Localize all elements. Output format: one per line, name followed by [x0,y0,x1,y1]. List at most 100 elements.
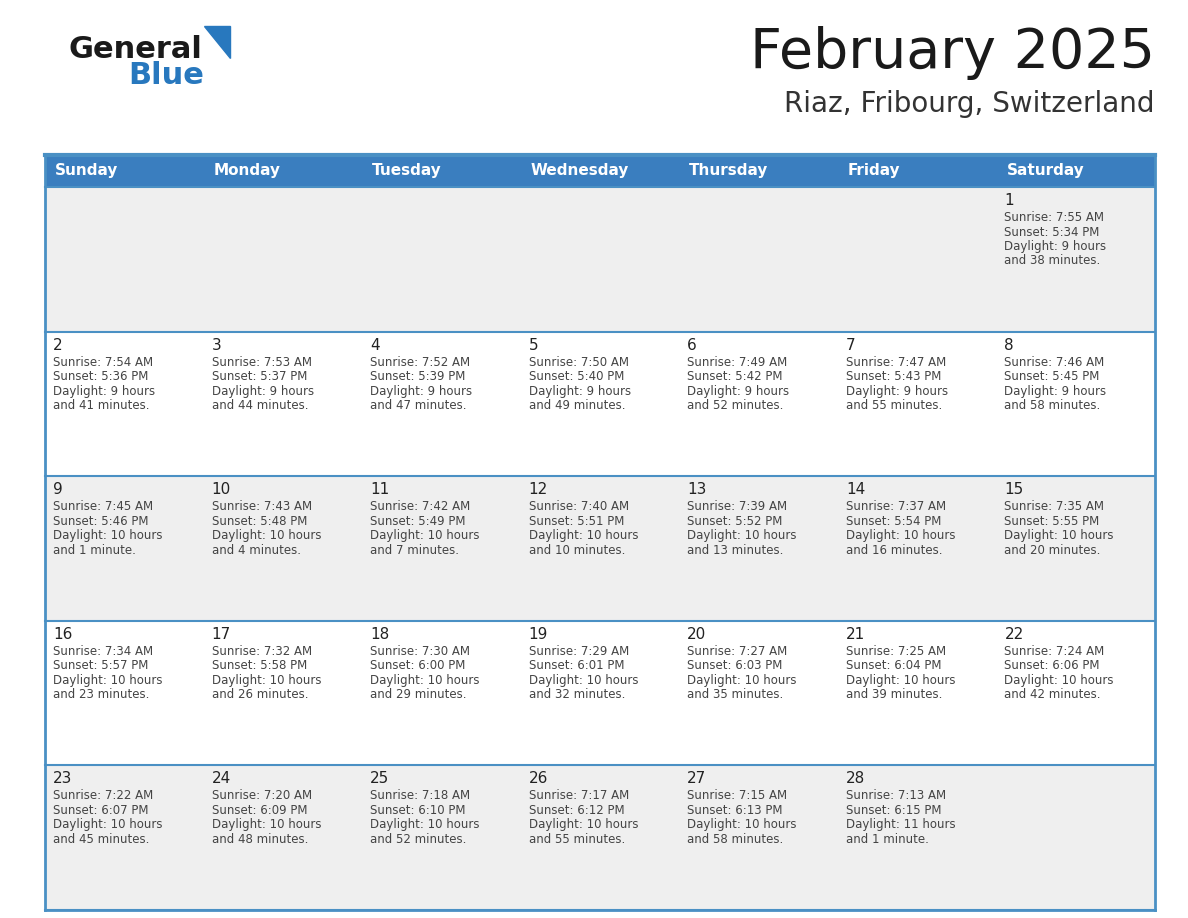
Text: Sunrise: 7:43 AM: Sunrise: 7:43 AM [211,500,311,513]
Text: and 44 minutes.: and 44 minutes. [211,399,308,412]
Bar [997,476,1155,621]
Text: Daylight: 10 hours: Daylight: 10 hours [53,674,163,687]
Bar [520,766,680,910]
Text: Sunrise: 7:47 AM: Sunrise: 7:47 AM [846,355,946,369]
Bar [838,476,997,621]
Text: Sunrise: 7:30 AM: Sunrise: 7:30 AM [371,644,470,658]
Text: and 4 minutes.: and 4 minutes. [211,543,301,556]
Text: and 42 minutes.: and 42 minutes. [1004,688,1101,701]
Text: Sunrise: 7:13 AM: Sunrise: 7:13 AM [846,789,946,802]
Text: Daylight: 10 hours: Daylight: 10 hours [846,529,955,543]
Text: and 16 minutes.: and 16 minutes. [846,543,942,556]
Polygon shape [204,26,230,58]
Text: 17: 17 [211,627,230,642]
Bar [362,766,520,910]
Text: Daylight: 9 hours: Daylight: 9 hours [371,385,473,397]
Text: 9: 9 [53,482,63,498]
Bar [45,331,203,476]
Text: Daylight: 10 hours: Daylight: 10 hours [846,674,955,687]
Text: Daylight: 10 hours: Daylight: 10 hours [211,674,321,687]
Text: and 45 minutes.: and 45 minutes. [53,833,150,845]
Text: Sunrise: 7:39 AM: Sunrise: 7:39 AM [688,500,788,513]
Text: and 1 minute.: and 1 minute. [846,833,929,845]
Text: and 52 minutes.: and 52 minutes. [688,399,784,412]
Text: Daylight: 9 hours: Daylight: 9 hours [529,385,631,397]
Text: Sunset: 6:03 PM: Sunset: 6:03 PM [688,659,783,672]
Text: 15: 15 [1004,482,1024,498]
Bar [45,621,203,766]
Text: Daylight: 10 hours: Daylight: 10 hours [211,819,321,832]
Text: 1: 1 [1004,193,1015,208]
Bar [45,187,203,331]
Text: 2: 2 [53,338,63,353]
Text: and 58 minutes.: and 58 minutes. [688,833,784,845]
Text: and 38 minutes.: and 38 minutes. [1004,254,1100,267]
Text: Sunset: 5:46 PM: Sunset: 5:46 PM [53,515,148,528]
Text: Riaz, Fribourg, Switzerland: Riaz, Fribourg, Switzerland [784,90,1155,118]
Text: Daylight: 10 hours: Daylight: 10 hours [529,674,638,687]
Text: 25: 25 [371,771,390,787]
Text: and 29 minutes.: and 29 minutes. [371,688,467,701]
Text: Sunset: 5:43 PM: Sunset: 5:43 PM [846,370,941,383]
Bar [520,187,680,331]
Bar [520,155,680,187]
Text: and 35 minutes.: and 35 minutes. [688,688,784,701]
Text: and 52 minutes.: and 52 minutes. [371,833,467,845]
Text: Sunset: 6:15 PM: Sunset: 6:15 PM [846,804,941,817]
Text: Sunrise: 7:27 AM: Sunrise: 7:27 AM [688,644,788,658]
Text: and 1 minute.: and 1 minute. [53,543,135,556]
Text: Sunset: 5:45 PM: Sunset: 5:45 PM [1004,370,1100,383]
Text: Sunrise: 7:35 AM: Sunrise: 7:35 AM [1004,500,1105,513]
Text: 12: 12 [529,482,548,498]
Text: Sunset: 5:52 PM: Sunset: 5:52 PM [688,515,783,528]
Text: Sunset: 5:39 PM: Sunset: 5:39 PM [371,370,466,383]
Text: 7: 7 [846,338,855,353]
Text: Sunset: 5:37 PM: Sunset: 5:37 PM [211,370,307,383]
Bar [520,621,680,766]
Text: Daylight: 9 hours: Daylight: 9 hours [1004,385,1106,397]
Text: and 39 minutes.: and 39 minutes. [846,688,942,701]
Text: Sunrise: 7:42 AM: Sunrise: 7:42 AM [371,500,470,513]
Text: Sunset: 6:09 PM: Sunset: 6:09 PM [211,804,307,817]
Text: Sunrise: 7:22 AM: Sunrise: 7:22 AM [53,789,153,802]
Bar [362,155,520,187]
Text: and 49 minutes.: and 49 minutes. [529,399,625,412]
Text: Sunset: 6:13 PM: Sunset: 6:13 PM [688,804,783,817]
Bar [203,331,362,476]
Text: 10: 10 [211,482,230,498]
Bar [680,621,838,766]
Text: 24: 24 [211,771,230,787]
Text: Monday: Monday [214,163,280,178]
Text: 18: 18 [371,627,390,642]
Text: Daylight: 9 hours: Daylight: 9 hours [211,385,314,397]
Text: Sunrise: 7:46 AM: Sunrise: 7:46 AM [1004,355,1105,369]
Text: Sunrise: 7:29 AM: Sunrise: 7:29 AM [529,644,628,658]
Text: Saturday: Saturday [1006,163,1085,178]
Text: Sunrise: 7:20 AM: Sunrise: 7:20 AM [211,789,311,802]
Text: and 23 minutes.: and 23 minutes. [53,688,150,701]
Text: Sunrise: 7:53 AM: Sunrise: 7:53 AM [211,355,311,369]
Text: 20: 20 [688,627,707,642]
Text: Sunset: 5:34 PM: Sunset: 5:34 PM [1004,226,1100,239]
Text: Daylight: 10 hours: Daylight: 10 hours [371,674,480,687]
Text: and 55 minutes.: and 55 minutes. [846,399,942,412]
Text: Friday: Friday [848,163,901,178]
Text: Sunset: 6:12 PM: Sunset: 6:12 PM [529,804,625,817]
Text: Daylight: 10 hours: Daylight: 10 hours [371,819,480,832]
Text: Sunrise: 7:40 AM: Sunrise: 7:40 AM [529,500,628,513]
Bar [362,187,520,331]
Text: Daylight: 10 hours: Daylight: 10 hours [371,529,480,543]
Text: Daylight: 10 hours: Daylight: 10 hours [211,529,321,543]
Text: 26: 26 [529,771,548,787]
Text: Daylight: 9 hours: Daylight: 9 hours [688,385,789,397]
Text: Daylight: 10 hours: Daylight: 10 hours [1004,529,1114,543]
Text: Sunset: 5:42 PM: Sunset: 5:42 PM [688,370,783,383]
Text: 6: 6 [688,338,697,353]
Text: and 55 minutes.: and 55 minutes. [529,833,625,845]
Text: 27: 27 [688,771,707,787]
Text: 3: 3 [211,338,221,353]
Bar [45,766,203,910]
Bar [520,476,680,621]
Bar [838,621,997,766]
Text: Sunset: 5:58 PM: Sunset: 5:58 PM [211,659,307,672]
